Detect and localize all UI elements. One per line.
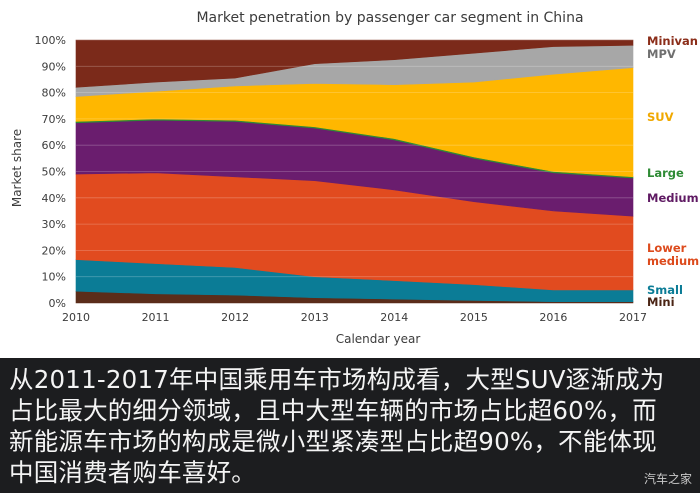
y-tick-label: 90% (42, 60, 66, 73)
x-tick-label: 2016 (539, 311, 567, 324)
y-axis-label: Market share (10, 129, 24, 207)
legend-label-large: Large (647, 166, 684, 180)
x-tick-label: 2011 (142, 311, 170, 324)
caption-line: 新能源车市场的构成是微小型紧凑型占比超90%，不能体现 (9, 427, 657, 456)
grid-lines (76, 39, 633, 278)
chart-area: Market penetration by passenger car segm… (10, 10, 700, 346)
caption-panel: 从2011-2017年中国乘用车市场构成看，大型SUV逐渐成为 占比最大的细分领… (0, 358, 700, 493)
caption-line: 从2011-2017年中国乘用车市场构成看，大型SUV逐渐成为 (9, 365, 665, 394)
watermark: 汽车之家 (643, 472, 692, 486)
y-tick-label: 20% (42, 244, 66, 257)
legend-label-medium: Medium (647, 191, 699, 205)
caption-line: 中国消费者购车喜好。 (9, 458, 256, 487)
caption-line: 占比最大的细分领域，且中大型车辆的市场占比超60%，而 (9, 396, 657, 425)
x-tick-label: 2010 (62, 311, 90, 324)
y-tick-label: 0% (49, 297, 66, 310)
legend-label-minivan: Minivan (647, 34, 698, 48)
legend-label-small: Small (647, 283, 683, 297)
y-tick-label: 60% (42, 139, 66, 152)
legend-label-mpv: MPV (647, 47, 676, 61)
legend-label-mini: Mini (647, 295, 675, 309)
x-axis-ticks: 2010 2011 2012 2013 2014 2015 2016 2017 (62, 311, 647, 324)
legend-label-lower-medium: Lower medium (647, 241, 699, 268)
legend-label-suv: SUV (647, 110, 674, 124)
x-tick-label: 2012 (221, 311, 249, 324)
y-tick-label: 10% (42, 271, 66, 284)
x-axis-label: Calendar year (336, 332, 421, 346)
area-minivan (75, 39, 634, 88)
market-share-chart: Market penetration by passenger car segm… (10, 10, 699, 346)
x-tick-label: 2014 (380, 311, 408, 324)
area-series-group (75, 39, 634, 304)
y-tick-label: 30% (42, 218, 66, 231)
y-axis-ticks: 0% 10% 20% 30% 40% 50% 60% 70% 80% 90% 100% (35, 34, 66, 310)
x-tick-label: 2015 (460, 311, 488, 324)
y-tick-label: 70% (42, 113, 66, 126)
y-tick-label: 50% (42, 166, 66, 179)
y-tick-label: 100% (35, 34, 66, 47)
y-tick-label: 80% (42, 87, 66, 100)
x-tick-label: 2017 (619, 311, 647, 324)
y-tick-label: 40% (42, 192, 66, 205)
chart-title: Market penetration by passenger car segm… (196, 10, 583, 26)
x-tick-label: 2013 (301, 311, 329, 324)
caption-text: 从2011-2017年中国乘用车市场构成看，大型SUV逐渐成为 占比最大的细分领… (9, 364, 693, 488)
